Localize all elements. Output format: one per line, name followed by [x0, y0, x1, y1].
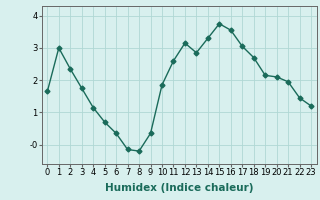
X-axis label: Humidex (Indice chaleur): Humidex (Indice chaleur)	[105, 183, 253, 193]
